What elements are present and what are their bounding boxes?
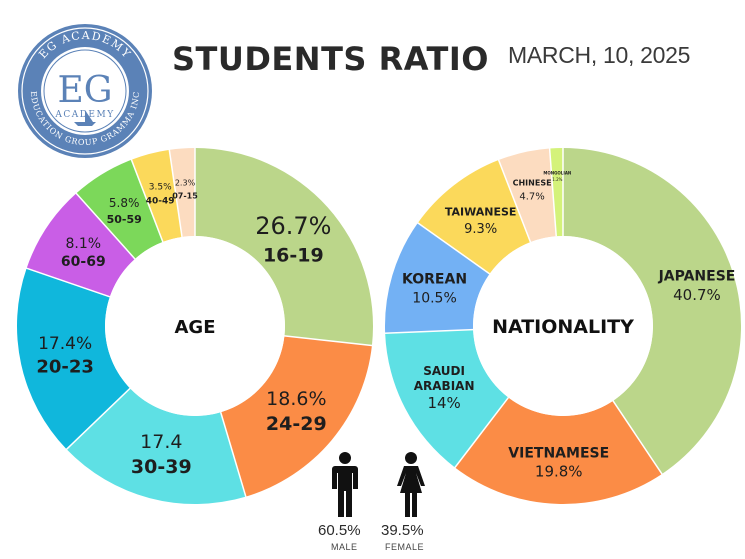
category-label-20-23: 20-23 [36,356,94,377]
male-icon [332,452,358,517]
category-label-saudi-arabian-1: ARABIAN [414,379,475,393]
value-label-60-69: 8.1% [66,236,102,252]
male-percent: 60.5% [318,522,361,539]
category-label-07-15: 07-15 [172,191,198,200]
value-label-30-39: 17.4 [140,431,182,453]
value-label-vietnamese: 19.8% [535,462,583,480]
category-label-saudi-arabian: SAUDI [423,364,465,378]
value-label-20-23: 17.4% [38,334,92,354]
value-label-07-15: 2.3% [175,179,196,188]
category-label-24-29: 24-29 [266,413,327,435]
category-label-mongolian: MONGOLIAN [543,171,571,176]
female-percent: 39.5% [381,522,424,539]
slice-japanese [563,148,741,474]
slice-chinese [498,148,557,243]
category-label-chinese: CHINESE [513,178,552,187]
value-label-mongolian: 1.2% [552,177,562,182]
slice-mongolian [549,148,563,237]
category-label-40-49: 40-49 [146,197,175,207]
slice-taiwanese [417,160,531,274]
age-donut-chart: 26.7% 16-19 18.6% 24-29 17.4 30-39 17.4%20-23 8… [16,147,373,504]
academy-logo: EG ACADEMY EDUCATION GROUP GRAMMA INC EG… [18,24,152,158]
value-label-16-19: 26.7% [255,212,331,240]
female-icon [397,452,425,517]
slice-vietnamese [454,397,662,504]
value-label-50-59: 5.8% [109,196,140,210]
male-label: MALE [331,542,358,552]
category-label-60-69: 60-69 [61,254,106,270]
ship-icon [74,122,96,126]
slice-40-49 [131,149,183,242]
category-label-50-59: 50-59 [107,213,142,226]
value-label-40-49: 3.5% [149,182,172,192]
logo-monogram: EG [57,70,112,111]
category-label-korean: KOREAN [402,272,467,288]
category-label-16-19: 16-19 [263,244,324,266]
slice-16-19 [195,148,373,346]
category-label-vietnamese: VIETNAMESE [508,445,609,461]
gender-ratio: 60.5% 39.5% MALE FEMALE [318,452,448,559]
category-label-taiwanese: TAIWANESE [445,205,517,218]
category-label-30-39: 30-39 [131,456,192,478]
slice-60-69 [26,193,135,297]
slice-50-59 [76,159,163,259]
center-label: AGE [174,317,215,338]
slice-20-23 [16,268,131,450]
slice-30-39 [66,388,246,504]
slice-korean [385,222,490,334]
logo-sub: ACADEMY [54,110,114,120]
value-label-japanese: 40.7% [673,286,721,304]
female-label: FEMALE [385,542,425,552]
category-label-japanese: JAPANESE [658,269,736,285]
value-label-24-29: 18.6% [266,388,326,410]
center-label: NATIONALITY [492,316,634,338]
report-date: MARCH, 10, 2025 [508,42,691,68]
slice-24-29 [220,335,372,497]
slice-07-15 [169,148,195,237]
value-label-saudi-arabian: 14% [427,394,460,412]
value-label-korean: 10.5% [412,291,456,307]
value-label-chinese: 4.7% [519,191,544,202]
value-label-taiwanese: 9.3% [464,222,497,237]
slice-saudi-arabian [385,329,509,468]
page-title: STUDENTS RATIO [172,40,489,78]
